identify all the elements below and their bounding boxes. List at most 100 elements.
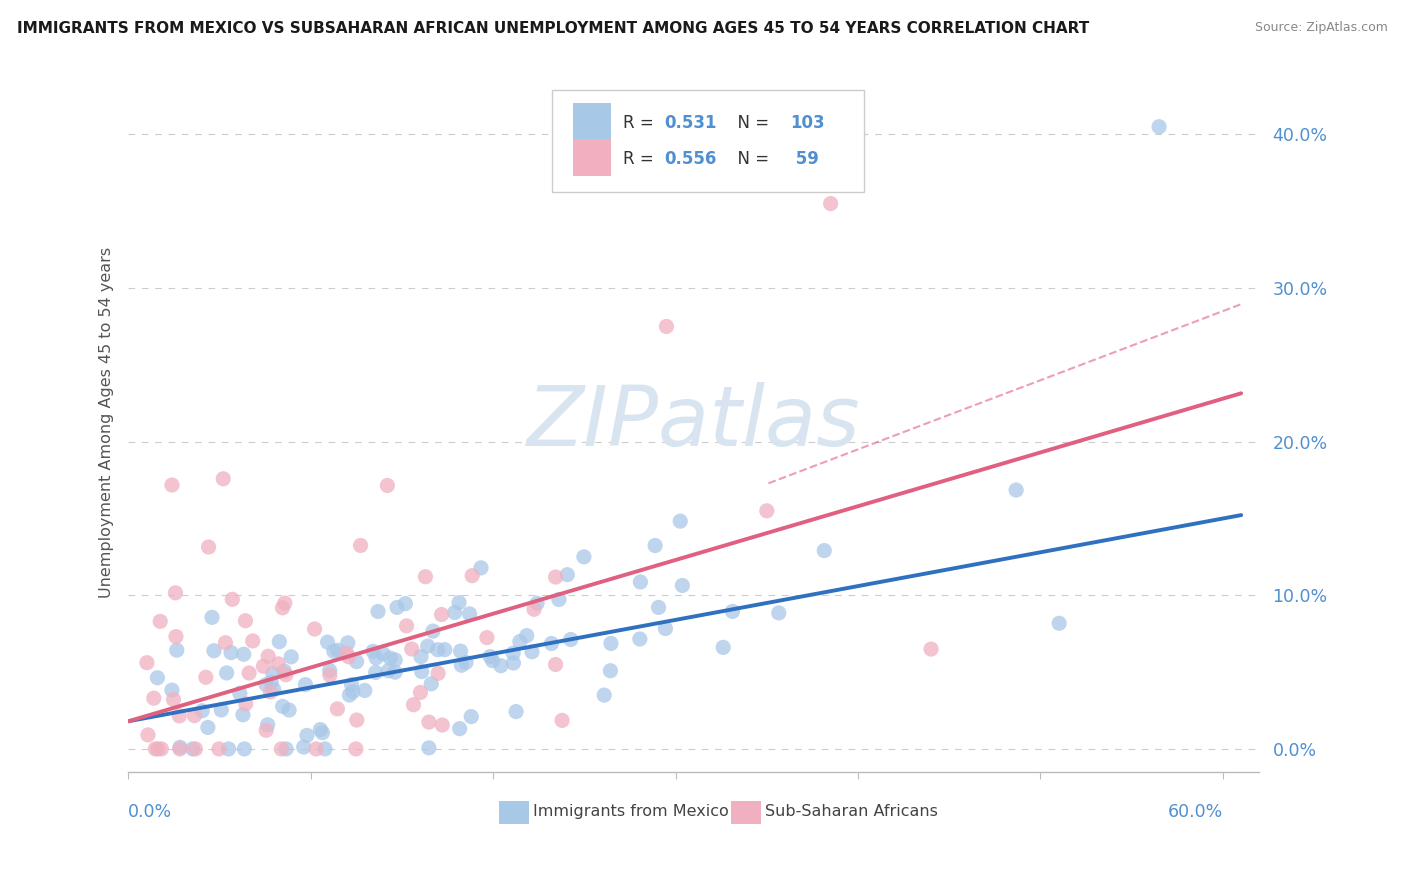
Point	[165, 630, 187, 644]
Point	[318, 664, 340, 678]
Text: 0.531: 0.531	[665, 113, 717, 132]
Point	[520, 645, 543, 659]
Point	[669, 514, 692, 528]
Point	[232, 707, 254, 722]
Point	[209, 703, 232, 717]
Text: N =: N =	[727, 150, 775, 168]
Point	[256, 718, 278, 732]
Point	[470, 561, 492, 575]
Point	[409, 649, 432, 664]
Point	[238, 666, 260, 681]
Point	[274, 596, 297, 610]
Point	[316, 635, 339, 649]
Point	[271, 699, 294, 714]
Point	[600, 636, 623, 650]
Point	[447, 596, 470, 610]
FancyBboxPatch shape	[731, 801, 761, 824]
Point	[263, 682, 285, 697]
Text: 103: 103	[790, 113, 824, 132]
Point	[219, 646, 242, 660]
Point	[593, 688, 616, 702]
Text: Source: ZipAtlas.com: Source: ZipAtlas.com	[1254, 21, 1388, 34]
Point	[292, 740, 315, 755]
Point	[401, 642, 423, 657]
Point	[364, 665, 387, 680]
Point	[628, 574, 651, 589]
Point	[183, 708, 205, 723]
Point	[232, 647, 254, 661]
Point	[262, 666, 284, 681]
Point	[371, 647, 394, 661]
Point	[340, 678, 363, 692]
Point	[479, 649, 502, 664]
Point	[418, 740, 440, 755]
Text: ZIPatlas: ZIPatlas	[527, 382, 860, 463]
Point	[274, 667, 297, 681]
Text: 0.556: 0.556	[665, 150, 717, 168]
Point	[560, 632, 582, 647]
Point	[654, 622, 676, 636]
Point	[353, 683, 375, 698]
Point	[1005, 483, 1028, 497]
Point	[420, 677, 443, 691]
Point	[430, 607, 453, 622]
Text: R =: R =	[623, 150, 658, 168]
Point	[191, 704, 214, 718]
Text: 60.0%: 60.0%	[1167, 804, 1223, 822]
Point	[432, 718, 454, 732]
Point	[377, 478, 399, 492]
Point	[259, 685, 281, 699]
Point	[273, 664, 295, 678]
Point	[450, 658, 472, 673]
Point	[149, 615, 172, 629]
Point	[337, 649, 360, 664]
Point	[305, 742, 328, 756]
FancyBboxPatch shape	[553, 90, 863, 192]
Point	[309, 723, 332, 737]
Point	[295, 728, 318, 742]
Point	[475, 631, 498, 645]
FancyBboxPatch shape	[572, 103, 612, 139]
Point	[364, 651, 387, 665]
Point	[145, 742, 167, 756]
Point	[235, 697, 257, 711]
Point	[146, 671, 169, 685]
Point	[548, 592, 571, 607]
Point	[599, 664, 621, 678]
Point	[628, 632, 651, 646]
Point	[136, 728, 159, 742]
Point	[449, 722, 471, 736]
Point	[523, 602, 546, 616]
Text: IMMIGRANTS FROM MEXICO VS SUBSAHARAN AFRICAN UNEMPLOYMENT AMONG AGES 45 TO 54 YE: IMMIGRANTS FROM MEXICO VS SUBSAHARAN AFR…	[17, 21, 1090, 36]
Point	[233, 742, 256, 756]
Point	[326, 643, 349, 657]
Point	[509, 634, 531, 648]
Point	[427, 666, 450, 681]
Point	[208, 742, 231, 756]
Point	[644, 539, 666, 553]
Point	[450, 644, 472, 658]
Point	[551, 714, 574, 728]
Point	[304, 622, 326, 636]
Point	[443, 606, 465, 620]
Point	[409, 685, 432, 699]
Point	[162, 692, 184, 706]
Point	[160, 683, 183, 698]
Text: R =: R =	[623, 113, 658, 132]
Point	[267, 657, 290, 671]
Point	[411, 665, 433, 679]
Point	[461, 568, 484, 582]
Point	[260, 675, 283, 690]
Point	[339, 688, 361, 702]
Point	[526, 596, 548, 610]
Point	[361, 644, 384, 658]
Point	[395, 619, 418, 633]
Point	[721, 604, 744, 618]
Point	[433, 642, 456, 657]
Point	[647, 600, 669, 615]
Point	[544, 657, 567, 672]
Point	[221, 592, 243, 607]
Point	[271, 600, 294, 615]
Point	[385, 600, 408, 615]
FancyBboxPatch shape	[572, 139, 612, 176]
